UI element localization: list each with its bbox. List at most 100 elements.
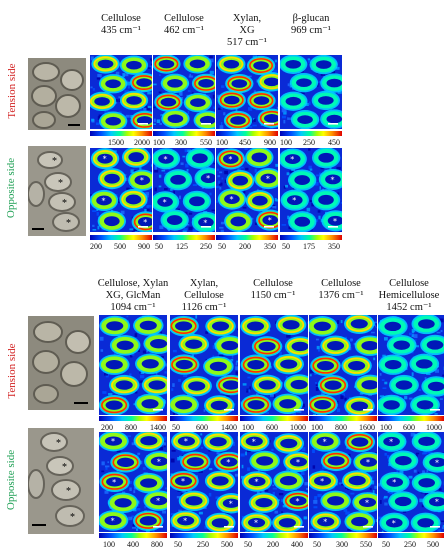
top-header-4: β-glucan 969 cm⁻¹	[280, 13, 342, 37]
header-line-2: XG, GlcMan	[105, 290, 161, 301]
svg-text:*: *	[292, 196, 296, 205]
bottom-opposite-colorbar-5	[378, 533, 444, 538]
bottom-tension-colorbar-2	[170, 416, 238, 421]
bottom-header-4: Cellulose 1376 cm⁻¹	[308, 278, 374, 302]
bottom-tension-colorbar-4	[309, 416, 377, 421]
tick-label: 300	[336, 540, 348, 549]
svg-text:*: *	[254, 477, 258, 486]
top-opposite-side-label: Opposite side	[5, 157, 17, 219]
header-line-3: 435 cm⁻¹	[101, 25, 141, 36]
top-opposite-map-3: * * * *	[216, 148, 278, 232]
tick-label: 250	[404, 540, 416, 549]
tick-label: 175	[303, 242, 315, 251]
tick-label: 50	[382, 540, 390, 549]
header-line-3: 1376 cm⁻¹	[318, 290, 364, 301]
svg-text:*: *	[228, 155, 232, 164]
svg-text:*: *	[183, 517, 187, 526]
tick-label: 50	[313, 540, 321, 549]
header-line-2: Cellulose	[101, 13, 141, 24]
top-tension-colorbar-1	[90, 131, 152, 136]
tick-label: 100	[153, 138, 165, 147]
tick-label: 1500	[108, 138, 124, 147]
svg-text:*: *	[392, 478, 396, 487]
svg-text:*: *	[266, 175, 270, 184]
svg-text:*: *	[70, 512, 75, 523]
tick-label: 200	[90, 242, 102, 251]
svg-text:*: *	[435, 458, 439, 467]
svg-text:*: *	[252, 437, 256, 446]
header-line-2: Cellulose	[253, 278, 293, 289]
tick-label: 250	[200, 242, 212, 251]
top-header-2: Cellulose 462 cm⁻¹	[153, 13, 215, 37]
bottom-opposite-colorbar-1	[99, 533, 167, 538]
header-line-3: 517 cm⁻¹	[227, 37, 267, 48]
top-opposite-colorbar-2	[153, 235, 215, 240]
tick-label: 300	[175, 138, 187, 147]
top-tension-colorbar-3	[216, 131, 278, 136]
header-line-2: Cellulose	[164, 13, 204, 24]
tick-label: 125	[176, 242, 188, 251]
top-header-3: Xylan, XG 517 cm⁻¹	[216, 13, 278, 49]
top-tension-map-2	[153, 55, 215, 129]
svg-text:*: *	[111, 517, 115, 526]
top-tension-map-3	[216, 55, 278, 129]
bottom-tension-colorbar-5	[378, 416, 444, 421]
svg-text:*: *	[58, 178, 63, 189]
top-tension-map-4	[280, 55, 342, 129]
tick-label: 1400	[150, 423, 166, 432]
tick-label: 250	[303, 138, 315, 147]
header-line-2: Hemicellulose	[378, 290, 440, 301]
bottom-header-2: Xylan, Cellulose 1126 cm⁻¹	[171, 278, 237, 314]
tick-label: 450	[239, 138, 251, 147]
bottom-opposite-colorbar-3	[240, 533, 308, 538]
top-opposite-colorbar-4	[280, 235, 342, 240]
svg-text:*: *	[111, 437, 115, 446]
svg-text:*: *	[254, 519, 258, 528]
svg-text:*: *	[56, 438, 61, 449]
tick-label: 600	[403, 423, 415, 432]
top-tension-side-label: Tension side	[6, 63, 18, 119]
svg-text:*: *	[323, 518, 327, 527]
svg-text:*: *	[392, 519, 396, 528]
header-line-1: Xylan,	[189, 278, 219, 289]
svg-text:*: *	[296, 458, 300, 467]
svg-text:*: *	[181, 477, 185, 486]
svg-text:*: *	[156, 497, 160, 506]
bottom-opposite-map-3: * * * * *	[240, 432, 308, 532]
bottom-tension-map-4	[309, 315, 377, 415]
header-line-1: Cellulose, Xylan	[97, 278, 169, 289]
tick-label: 50	[218, 242, 226, 251]
tick-label: 100	[311, 423, 323, 432]
header-line-2: XG	[239, 25, 255, 36]
bottom-opposite-map-1: * * * * *	[99, 432, 167, 532]
tick-label: 1000	[426, 423, 442, 432]
tick-label: 500	[221, 540, 233, 549]
svg-text:*: *	[333, 217, 337, 226]
svg-text:*: *	[163, 155, 167, 164]
tick-label: 2000	[134, 138, 150, 147]
bottom-header-5: Cellulose Hemicellulose 1452 cm⁻¹	[376, 278, 442, 314]
bottom-tension-colorbar-1	[99, 416, 167, 421]
tick-label: 350	[328, 242, 340, 251]
tick-label: 100	[380, 423, 392, 432]
svg-text:*: *	[52, 156, 57, 167]
top-tension-colorbar-2	[153, 131, 215, 136]
tick-label: 250	[197, 540, 209, 549]
tick-label: 400	[127, 540, 139, 549]
tick-label: 500	[427, 540, 439, 549]
top-tension-micrograph	[28, 58, 86, 130]
tick-label: 600	[266, 423, 278, 432]
bottom-tension-micrograph	[28, 316, 94, 410]
tick-label: 800	[335, 423, 347, 432]
header-line-1: Cellulose	[389, 278, 429, 289]
svg-text:*: *	[66, 486, 71, 497]
tick-label: 50	[172, 423, 180, 432]
bottom-tension-map-1	[99, 315, 167, 415]
svg-text:*: *	[184, 437, 188, 446]
svg-text:*: *	[435, 498, 439, 507]
tick-label: 100	[242, 423, 254, 432]
tick-label: 550	[200, 138, 212, 147]
tick-label: 1600	[359, 423, 375, 432]
svg-text:*: *	[66, 218, 71, 229]
tick-label: 900	[138, 242, 150, 251]
